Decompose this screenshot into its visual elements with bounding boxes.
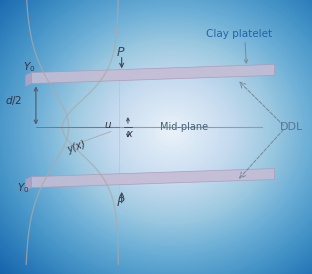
Text: Mid-plane: Mid-plane bbox=[160, 122, 208, 132]
Text: y(x): y(x) bbox=[66, 139, 87, 155]
Text: Clay platelet: Clay platelet bbox=[206, 29, 272, 39]
Text: DDL: DDL bbox=[280, 122, 303, 132]
Text: P: P bbox=[116, 46, 124, 59]
Polygon shape bbox=[26, 177, 31, 190]
Text: $Y_0$: $Y_0$ bbox=[17, 181, 30, 195]
Text: P: P bbox=[116, 196, 124, 209]
Polygon shape bbox=[31, 64, 275, 84]
Text: $d/2$: $d/2$ bbox=[5, 93, 23, 107]
Text: $Y_0$: $Y_0$ bbox=[23, 60, 36, 74]
Text: x: x bbox=[127, 129, 132, 139]
Text: u: u bbox=[104, 120, 111, 130]
Polygon shape bbox=[31, 169, 275, 188]
Polygon shape bbox=[26, 73, 31, 86]
